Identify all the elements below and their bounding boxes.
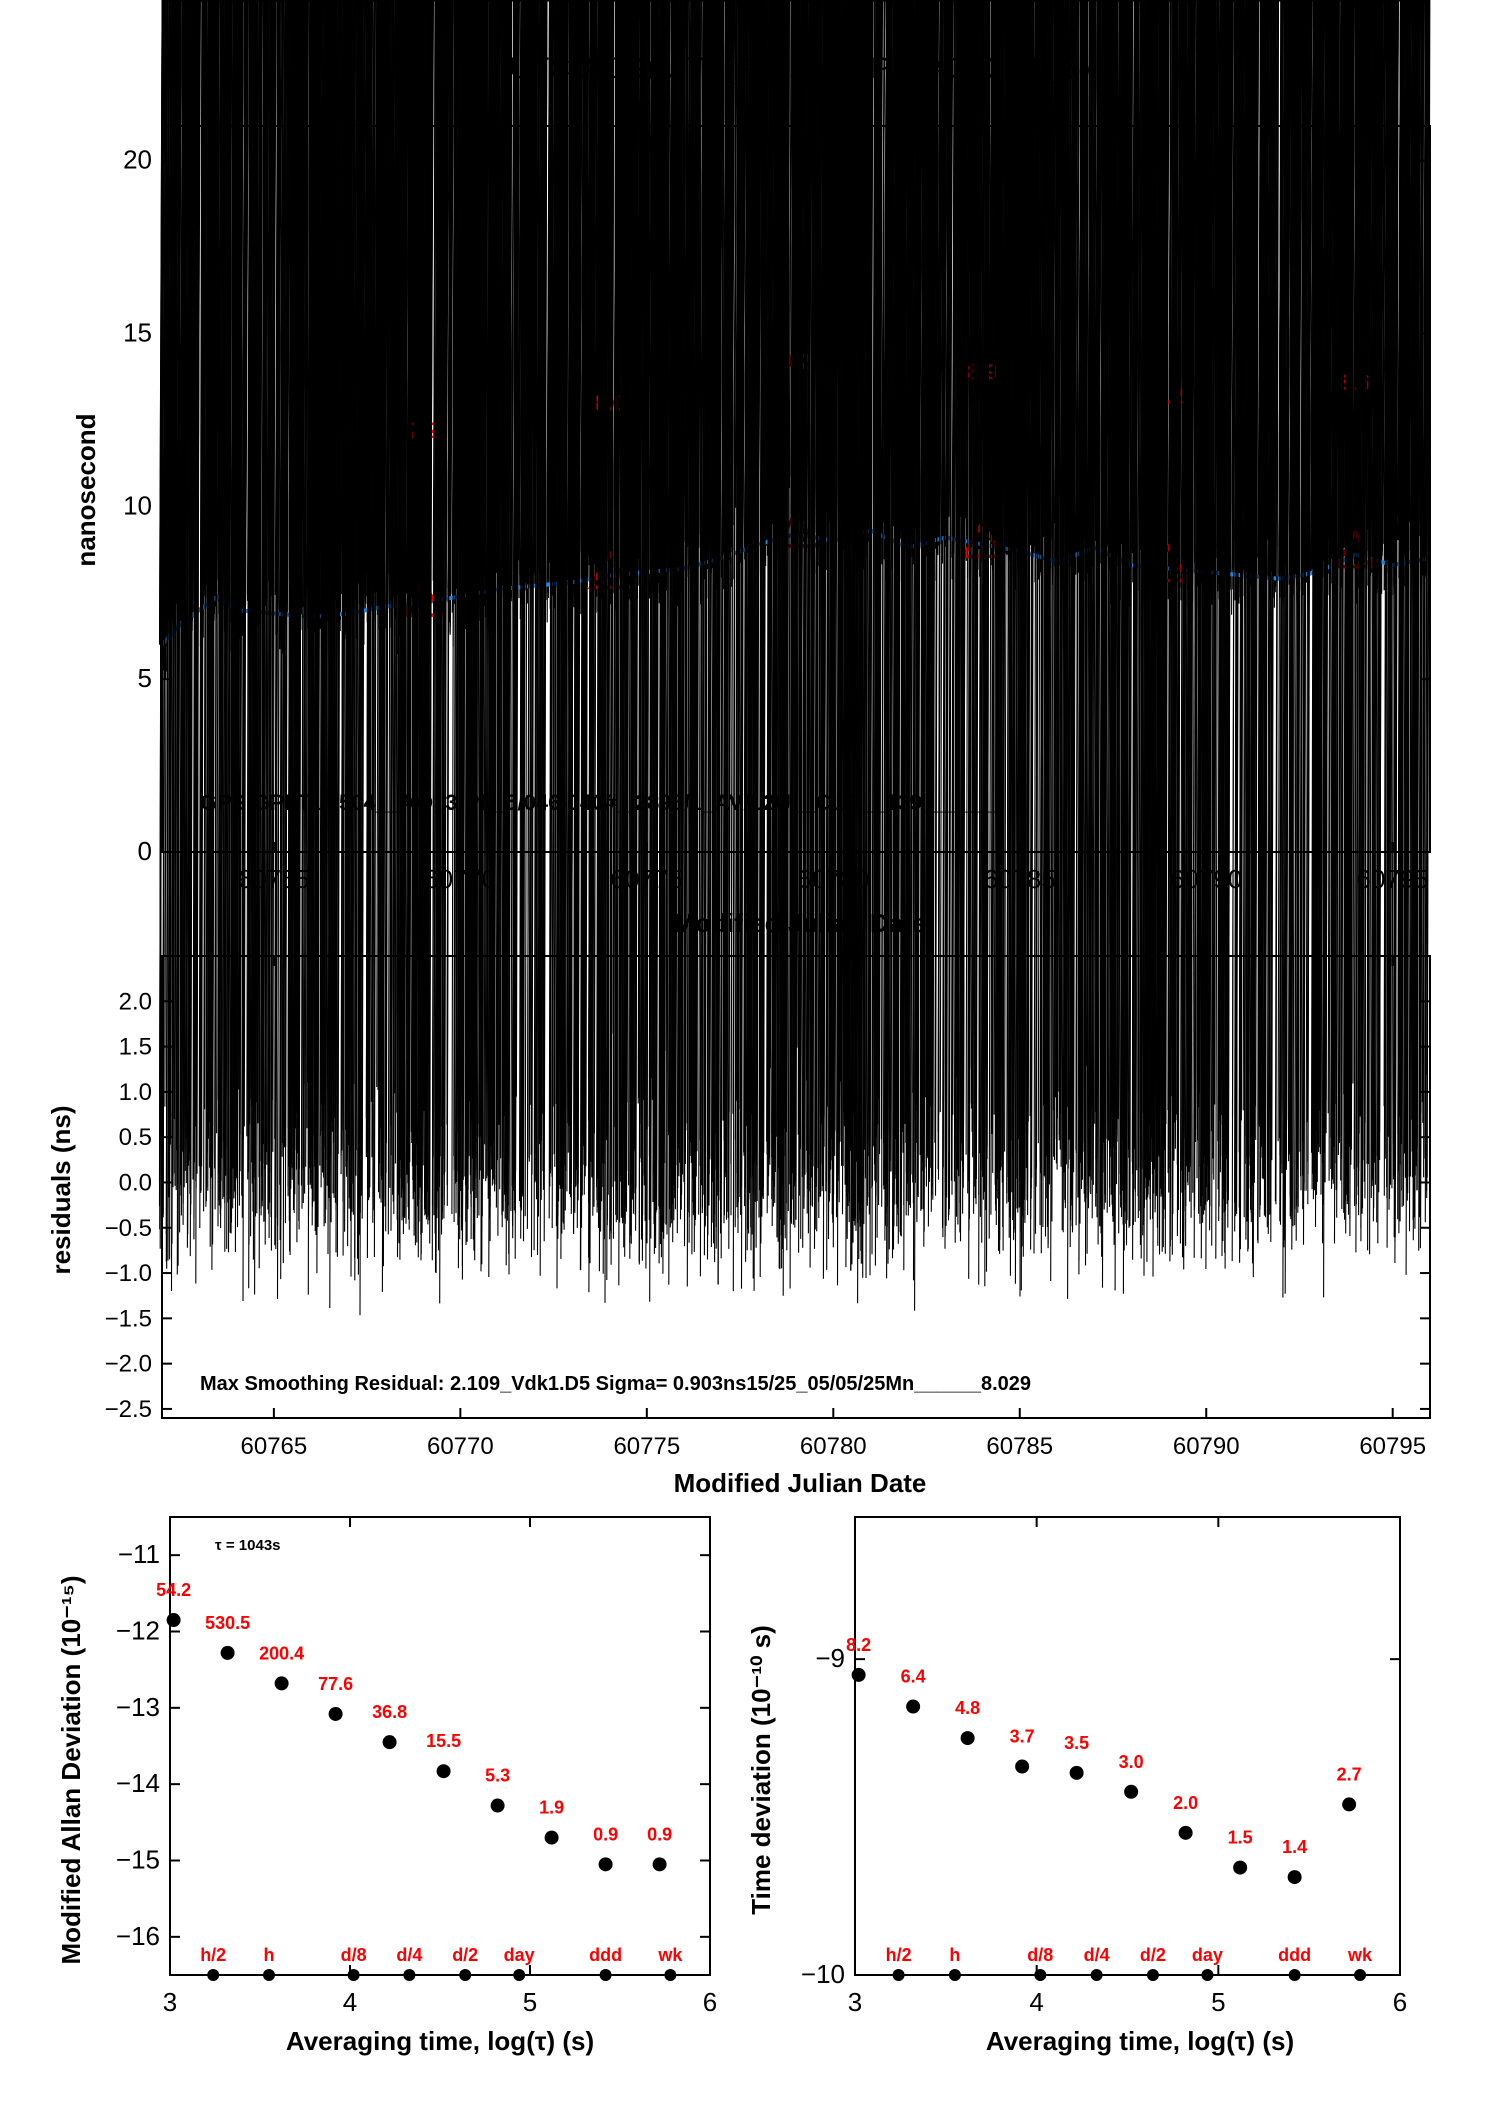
y-tick-label: 0 [138, 836, 152, 866]
y-tick-label: 20 [123, 145, 152, 175]
y-tick-label: 5 [138, 663, 152, 693]
y-tick-label: 15 [123, 317, 152, 347]
panel2-scatter [160, 1, 1430, 1318]
panel1-ylabel: nanosecond [71, 413, 101, 566]
panel-residuals: 60765 60770 60775 60780 60785 60790 60795−2.5−… [46, 1, 1430, 1498]
y-tick-label: 10 [123, 490, 152, 520]
